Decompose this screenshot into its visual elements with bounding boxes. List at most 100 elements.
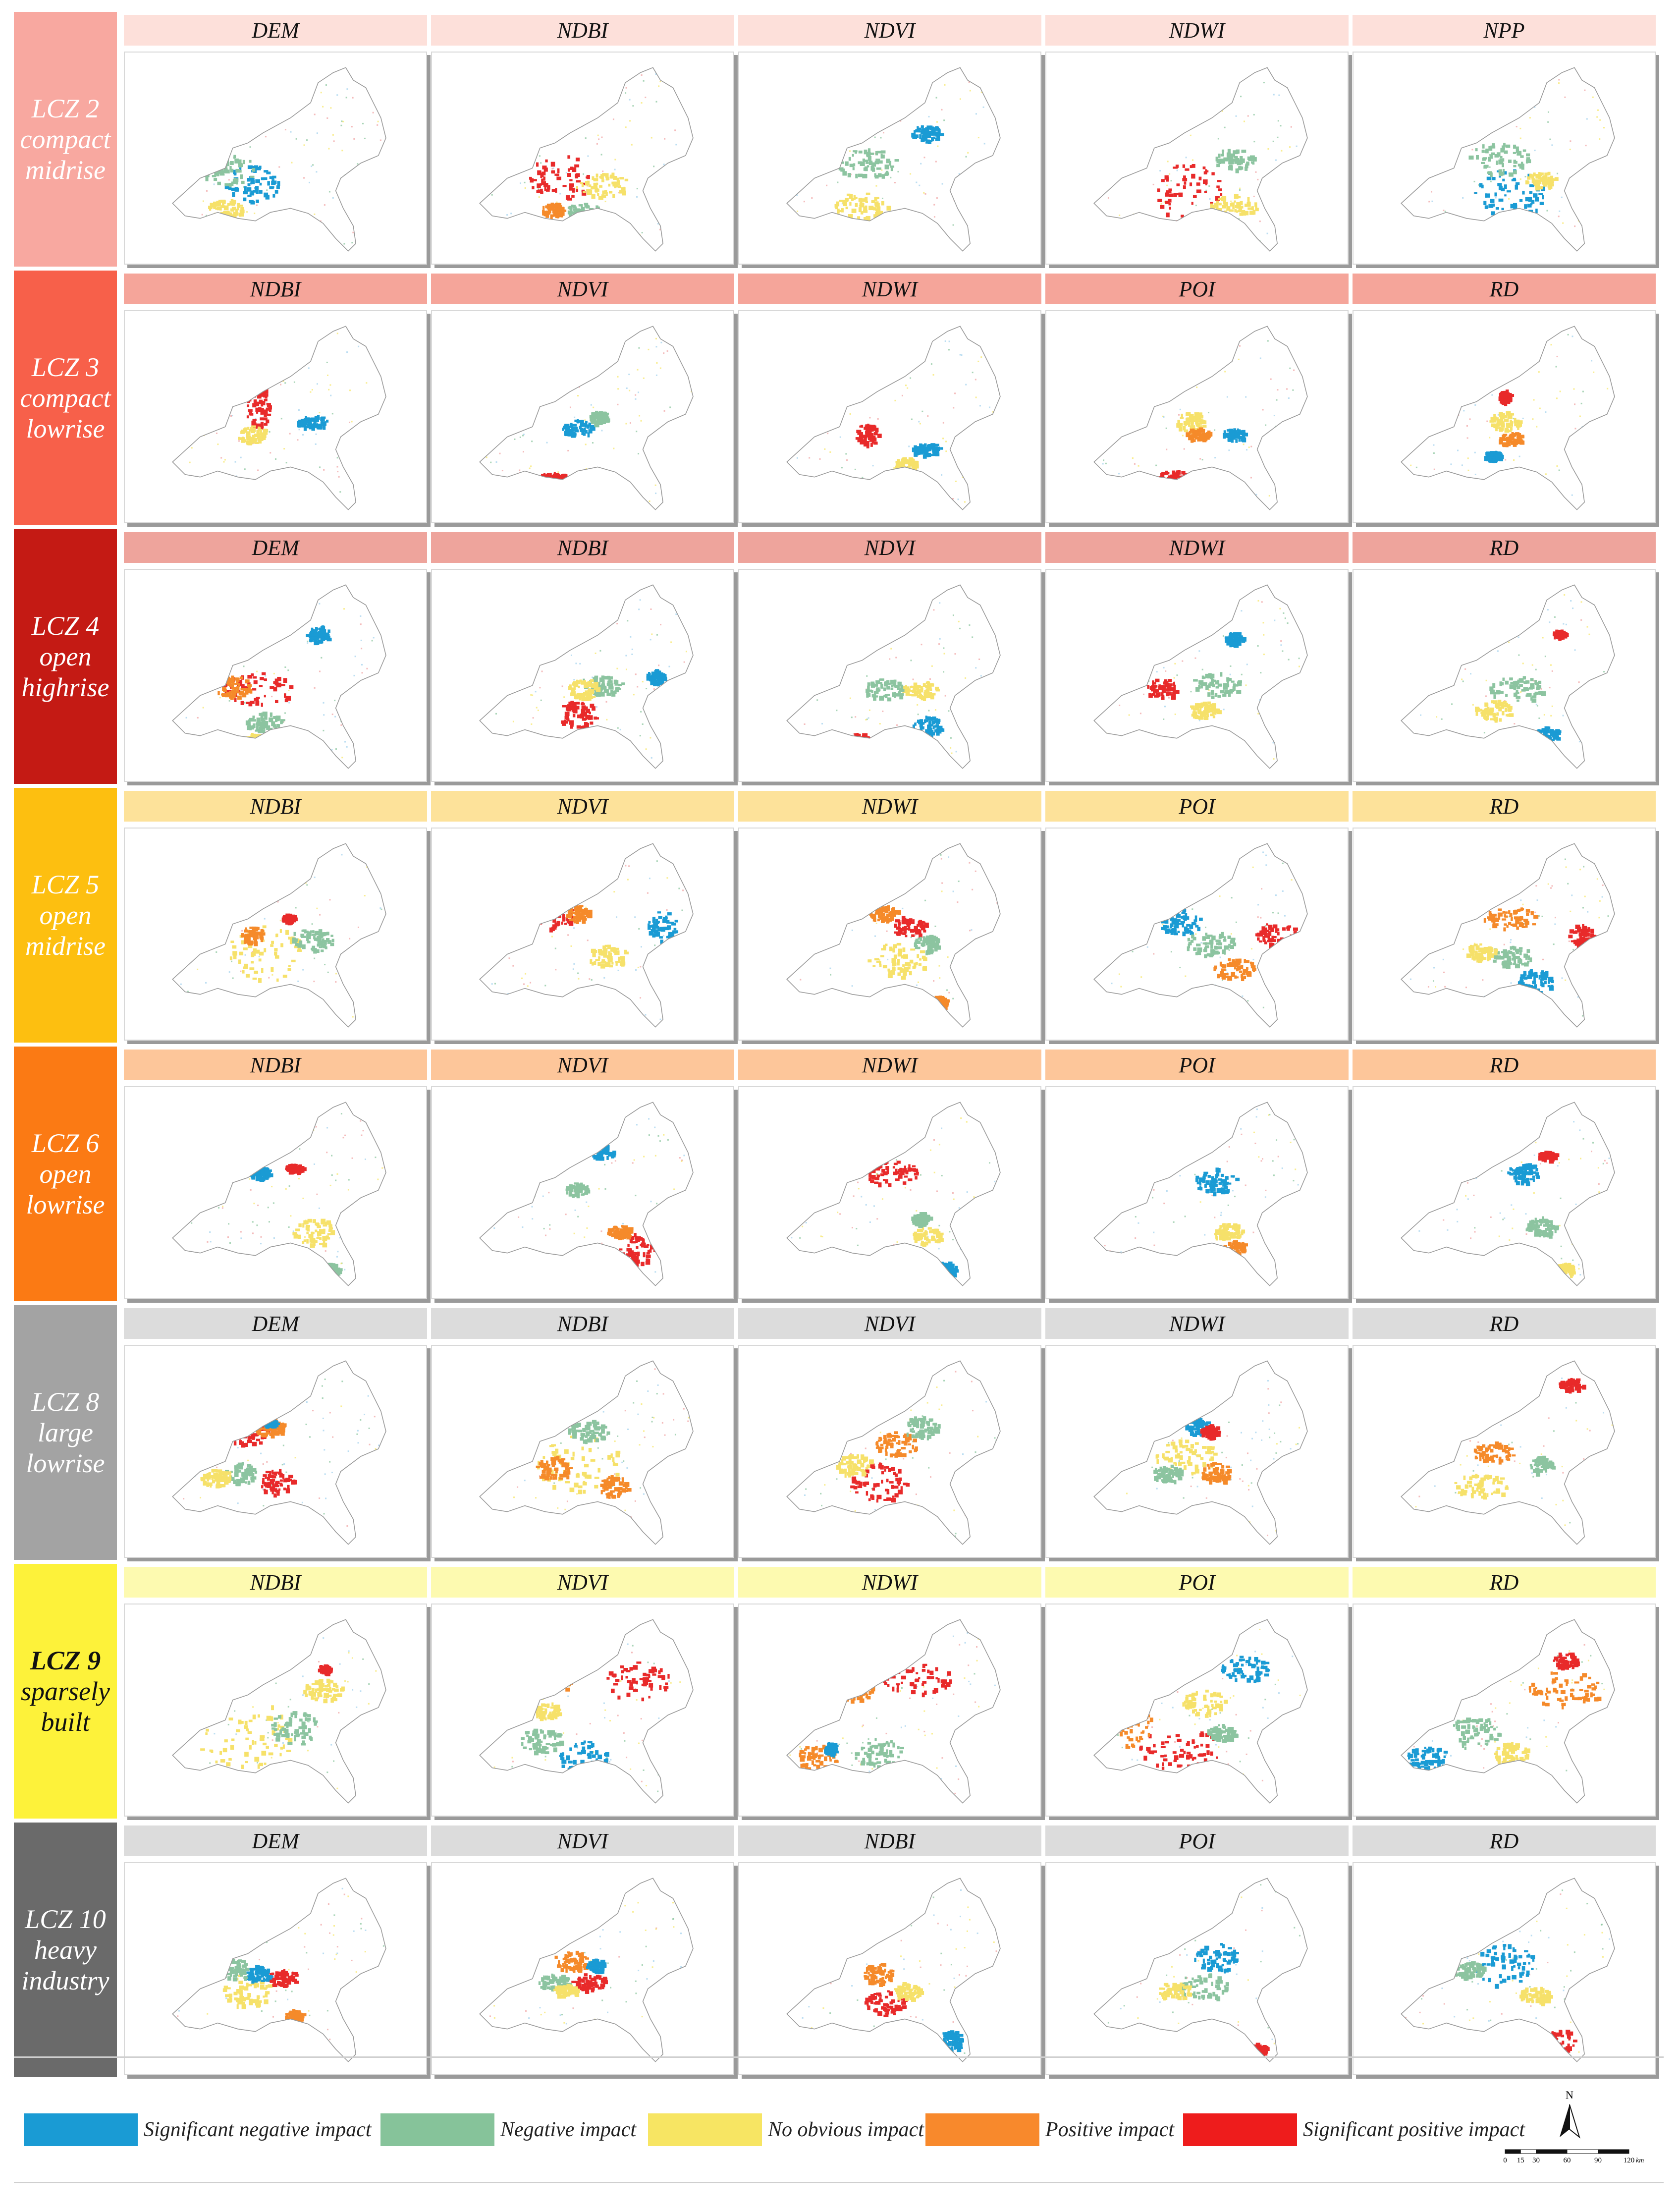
impact-cell (877, 434, 882, 438)
map-pixel (655, 101, 657, 103)
impact-cell (220, 170, 224, 173)
impact-cell (866, 433, 871, 438)
map-pixel (878, 640, 880, 642)
impact-cell (1209, 710, 1213, 713)
row-label-line: LCZ 4 (31, 611, 100, 641)
impact-cell (1157, 199, 1162, 202)
map-pixel (662, 714, 664, 716)
impact-cell (852, 167, 855, 170)
impact-cell (1491, 423, 1496, 428)
map-pixel (1268, 495, 1270, 497)
impact-cell (240, 688, 245, 691)
impact-cell (313, 639, 318, 642)
impact-cell (581, 422, 584, 427)
map-pixel (1266, 232, 1268, 234)
map-panel (1045, 52, 1349, 265)
impact-cell (875, 151, 878, 156)
impact-cell (1543, 182, 1548, 187)
map-pixel (805, 112, 807, 114)
impact-cell (1503, 434, 1508, 436)
impact-cell (543, 473, 546, 478)
impact-cell (1236, 205, 1240, 209)
map-pixel (684, 352, 686, 354)
impact-cell (1545, 173, 1549, 176)
impact-cell (197, 167, 202, 170)
impact-cell (1223, 683, 1226, 686)
map-pixel (1176, 674, 1178, 676)
impact-cell (592, 176, 595, 180)
impact-cell (1177, 481, 1181, 483)
map-pixel (869, 594, 871, 596)
impact-cell (249, 410, 253, 416)
impact-cell (271, 487, 276, 491)
map-pixel (1519, 178, 1521, 180)
map-pixel (936, 121, 938, 123)
impact-cell (851, 739, 856, 742)
impact-cell (902, 468, 907, 473)
map-pixel (908, 445, 910, 447)
map-pixel (583, 173, 585, 175)
map-pixel (951, 752, 953, 754)
map-pixel (1166, 448, 1168, 450)
map-pixel (587, 155, 589, 157)
impact-cell (233, 214, 237, 218)
map-pixel (284, 712, 286, 714)
impact-cell (586, 176, 588, 179)
map-pixel (629, 120, 631, 122)
map-pixel (1261, 601, 1263, 603)
map-pixel (1428, 201, 1430, 203)
map-pixel (911, 418, 913, 420)
impact-cell (926, 135, 931, 138)
map-pixel (1143, 166, 1145, 167)
map-pixel (217, 443, 219, 445)
map-panel (124, 569, 427, 782)
impact-cell (1192, 430, 1196, 433)
impact-cell (927, 724, 932, 729)
impact-cell (581, 420, 584, 423)
impact-cell (240, 437, 245, 440)
map-pixel (223, 461, 225, 463)
map-pixel (190, 672, 192, 674)
map-pixel (1607, 204, 1609, 206)
impact-cell (280, 720, 284, 723)
map-pixel (1585, 145, 1587, 147)
map-pixel (911, 483, 913, 485)
impact-cell (264, 488, 267, 491)
impact-cell (281, 684, 285, 686)
map-pixel (1457, 134, 1459, 136)
impact-cell (860, 440, 864, 444)
map-pixel (372, 111, 374, 113)
impact-cell (592, 706, 596, 711)
map-pixel (1104, 652, 1106, 654)
impact-cell (243, 197, 247, 202)
impact-cell (556, 176, 561, 180)
impact-cell (897, 681, 900, 686)
map-pixel (530, 633, 532, 635)
impact-cell (593, 740, 596, 743)
map-pixel (215, 755, 217, 757)
impact-cell (1154, 689, 1159, 692)
impact-cell (540, 173, 542, 178)
map-pixel (975, 232, 977, 234)
map-pixel (341, 150, 343, 152)
map-pixel (966, 179, 968, 181)
map-pixel (272, 474, 274, 476)
impact-cell (598, 196, 603, 200)
map-pixel (1414, 364, 1416, 366)
map-pixel (833, 733, 835, 735)
impact-cell (543, 482, 548, 488)
map-pixel (691, 735, 693, 737)
impact-cell (1173, 481, 1176, 484)
map-pixel (1140, 345, 1142, 347)
map-pixel (935, 97, 937, 99)
impact-cell (226, 228, 231, 233)
map-pixel (819, 458, 821, 460)
map-pixel (1478, 184, 1480, 186)
map-pixel (1572, 187, 1574, 189)
map-pixel (526, 667, 528, 669)
map-pixel (812, 145, 813, 147)
map-pixel (227, 491, 229, 493)
map-pixel (340, 124, 342, 126)
map-pixel (935, 161, 937, 163)
impact-cell (884, 165, 889, 169)
